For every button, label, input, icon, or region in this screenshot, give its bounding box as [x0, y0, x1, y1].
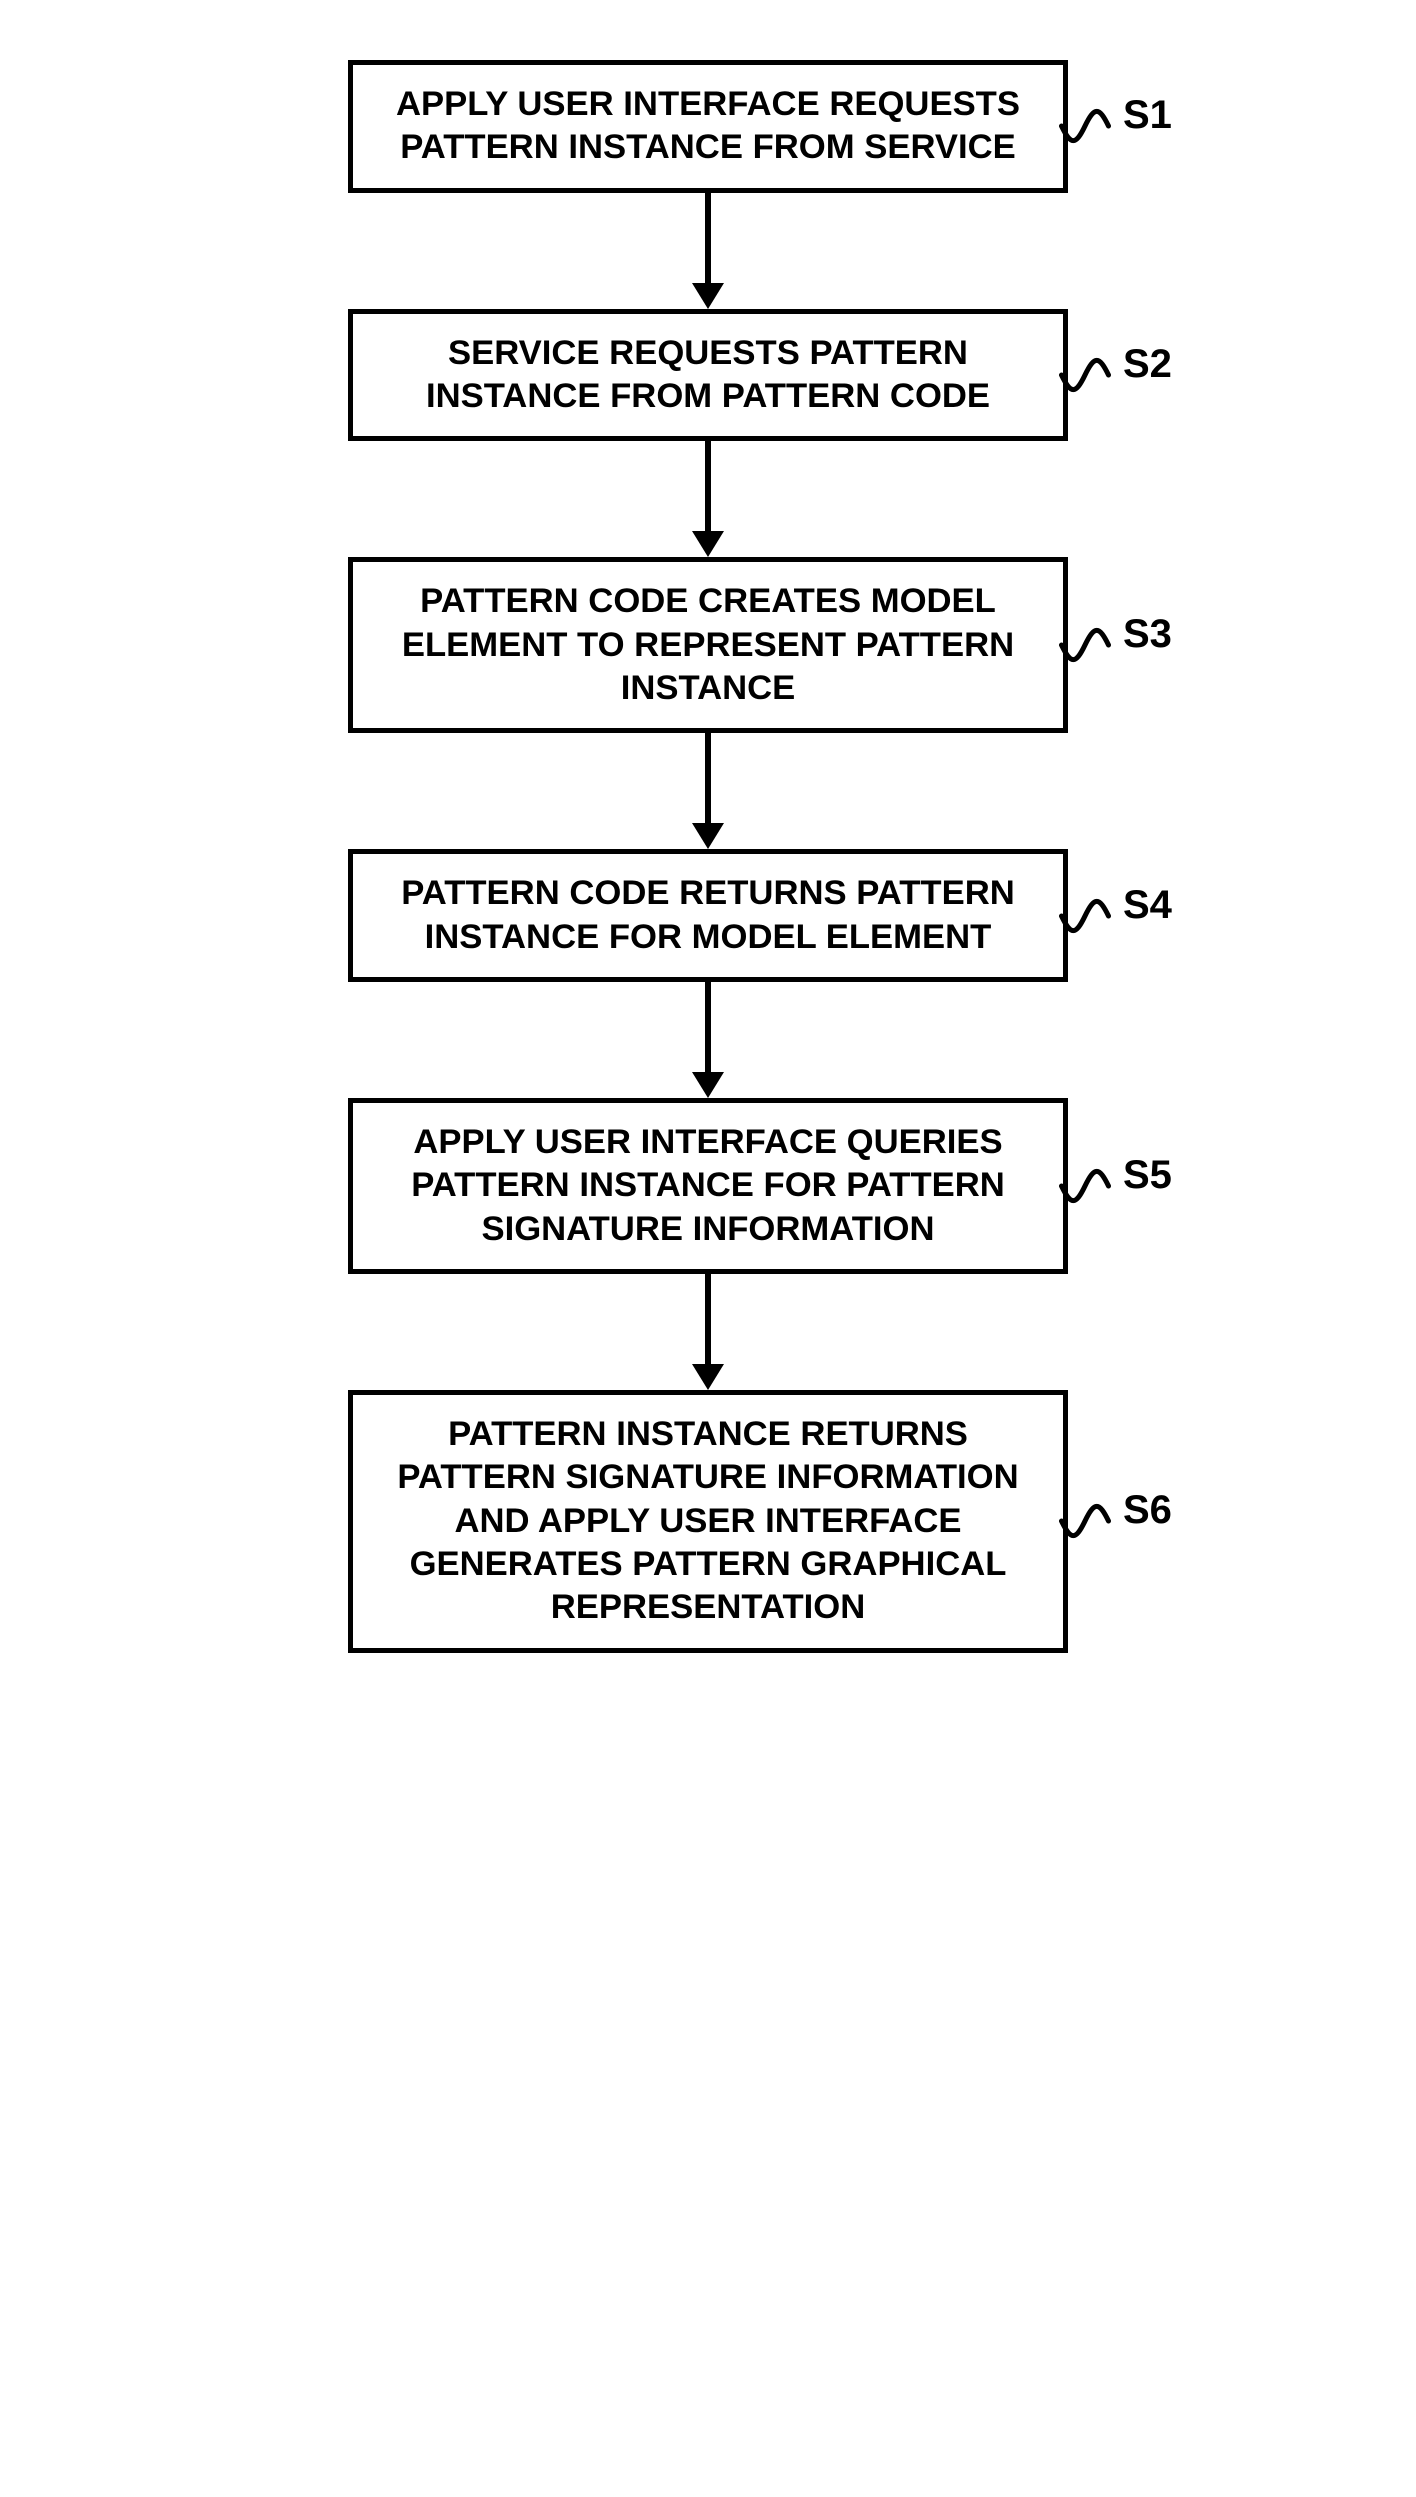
flowchart-box-text: SERVICE REQUESTS PATTERN INSTANCE FROM P…: [373, 332, 1043, 419]
flowchart-box: SERVICE REQUESTS PATTERN INSTANCE FROM P…: [348, 309, 1068, 442]
arrow-down-icon: [692, 1364, 724, 1390]
squiggle-icon: [1059, 353, 1111, 397]
flowchart-connector: [692, 1274, 724, 1390]
connector-line: [705, 441, 711, 531]
flowchart-label-slot: S4: [1068, 894, 1208, 938]
flowchart-label-slot: S1: [1068, 104, 1208, 148]
flowchart-step: PATTERN INSTANCE RETURNS PATTERN SIGNATU…: [208, 1390, 1208, 1653]
flowchart-label-slot: S6: [1068, 1499, 1208, 1543]
flowchart-box-text: PATTERN CODE CREATES MODEL ELEMENT TO RE…: [373, 580, 1043, 710]
flowchart-box: APPLY USER INTERFACE REQUESTS PATTERN IN…: [348, 60, 1068, 193]
flowchart-step: APPLY USER INTERFACE REQUESTS PATTERN IN…: [208, 60, 1208, 193]
squiggle-icon: [1059, 894, 1111, 938]
squiggle-icon: [1059, 1164, 1111, 1208]
squiggle-icon: [1059, 104, 1111, 148]
flowchart-step-label: S3: [1123, 614, 1172, 654]
flowchart-container: APPLY USER INTERFACE REQUESTS PATTERN IN…: [208, 60, 1208, 1653]
flowchart-label-slot: S3: [1068, 623, 1208, 667]
connector-line: [705, 733, 711, 823]
flowchart-box-text: PATTERN INSTANCE RETURNS PATTERN SIGNATU…: [373, 1413, 1043, 1630]
flowchart-box-text: APPLY USER INTERFACE REQUESTS PATTERN IN…: [373, 83, 1043, 170]
arrow-down-icon: [692, 531, 724, 557]
flowchart-connector: [692, 193, 724, 309]
connector-line: [705, 982, 711, 1072]
flowchart-step: PATTERN CODE CREATES MODEL ELEMENT TO RE…: [208, 557, 1208, 733]
flowchart-step: PATTERN CODE RETURNS PATTERN INSTANCE FO…: [208, 849, 1208, 982]
flowchart-connector: [692, 441, 724, 557]
flowchart-step-label: S4: [1123, 885, 1172, 925]
flowchart-label-slot: S5: [1068, 1164, 1208, 1208]
flowchart-box: PATTERN CODE CREATES MODEL ELEMENT TO RE…: [348, 557, 1068, 733]
flowchart-box-text: APPLY USER INTERFACE QUERIES PATTERN INS…: [373, 1121, 1043, 1251]
arrow-down-icon: [692, 1072, 724, 1098]
flowchart-box: PATTERN CODE RETURNS PATTERN INSTANCE FO…: [348, 849, 1068, 982]
flowchart-label-slot: S2: [1068, 353, 1208, 397]
flowchart-step-label: S6: [1123, 1490, 1172, 1530]
arrow-down-icon: [692, 283, 724, 309]
connector-line: [705, 193, 711, 283]
connector-line: [705, 1274, 711, 1364]
flowchart-connector: [692, 982, 724, 1098]
squiggle-icon: [1059, 1499, 1111, 1543]
flowchart-box: PATTERN INSTANCE RETURNS PATTERN SIGNATU…: [348, 1390, 1068, 1653]
flowchart-box-text: PATTERN CODE RETURNS PATTERN INSTANCE FO…: [373, 872, 1043, 959]
flowchart-step-label: S1: [1123, 95, 1172, 135]
arrow-down-icon: [692, 823, 724, 849]
flowchart-connector: [692, 733, 724, 849]
flowchart-step: SERVICE REQUESTS PATTERN INSTANCE FROM P…: [208, 309, 1208, 442]
flowchart-step-label: S5: [1123, 1155, 1172, 1195]
flowchart-step-label: S2: [1123, 344, 1172, 384]
flowchart-box: APPLY USER INTERFACE QUERIES PATTERN INS…: [348, 1098, 1068, 1274]
flowchart-step: APPLY USER INTERFACE QUERIES PATTERN INS…: [208, 1098, 1208, 1274]
squiggle-icon: [1059, 623, 1111, 667]
